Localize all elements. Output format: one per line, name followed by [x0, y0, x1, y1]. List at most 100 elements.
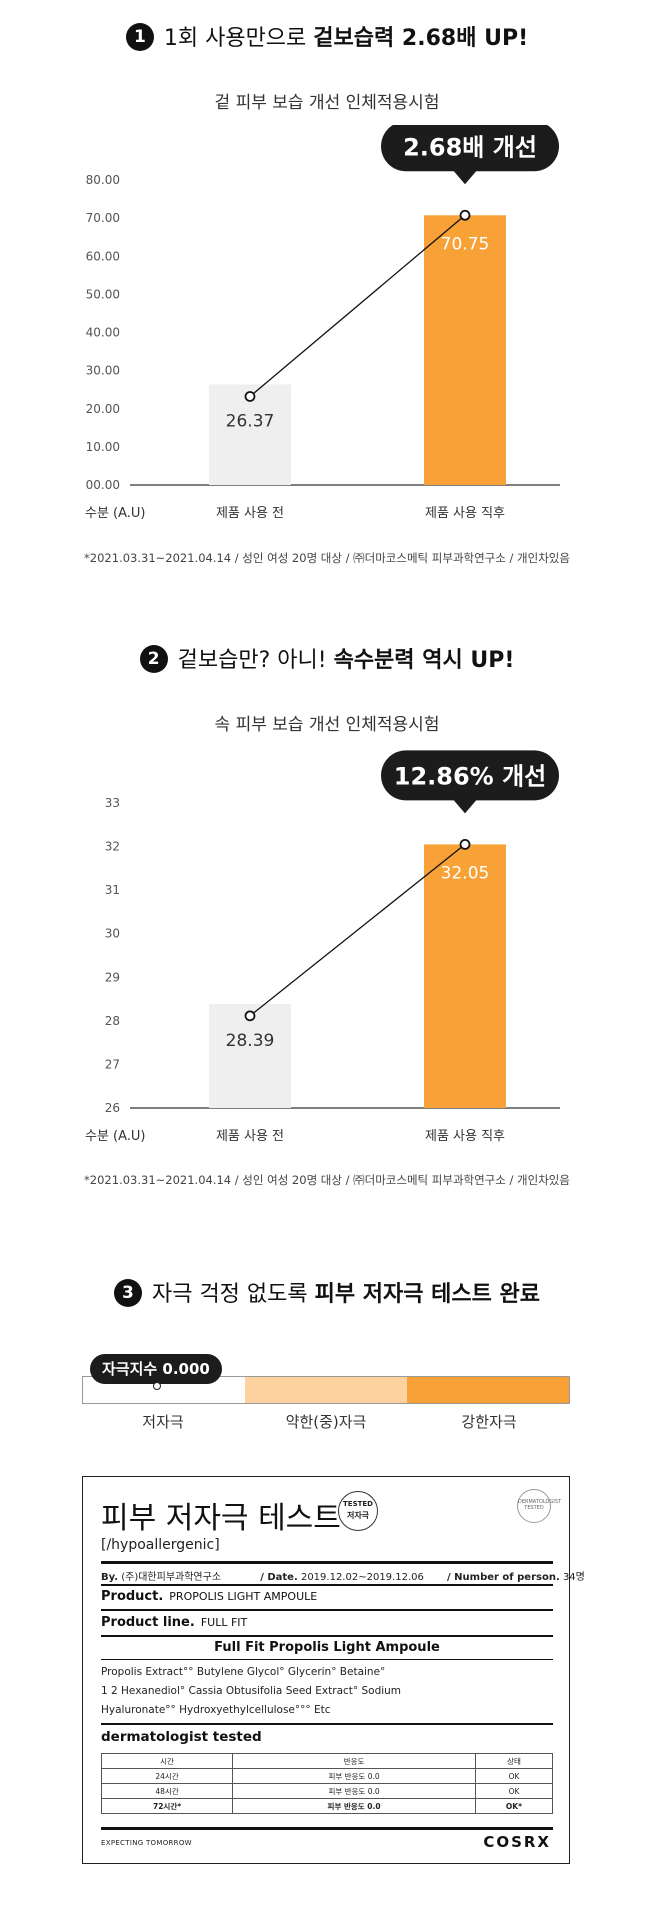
y-tick-label: 28: [105, 1014, 120, 1028]
y-tick-label: 33: [105, 796, 120, 810]
section3-heading: 3 자극 걱정 없도록 피부 저자극 테스트 완료: [0, 1276, 654, 1308]
cert-divider: [101, 1827, 553, 1830]
scale-label-mid: 약한(중)자극: [285, 1413, 367, 1431]
stamp-top-text: TESTED: [343, 1500, 373, 1508]
by-label: By.: [101, 1572, 119, 1583]
scale-segment-mid: [245, 1377, 407, 1403]
cert-divider: [101, 1609, 553, 1611]
chart-outer-moisture: 00.00 10.00 20.00 30.00 40.00 50.00 60.00 70.00…: [85, 125, 560, 521]
section1-title-bold: 겉보습력 2.68배 UP!: [313, 26, 529, 51]
callout-bubble: [381, 750, 559, 801]
section3-number: 3: [113, 1279, 142, 1307]
cert-footer-slogan: EXPECTING TOMORROW: [101, 1839, 192, 1847]
section1-title-plain: 1회 사용만으로: [163, 26, 314, 51]
table-cell: OK*: [474, 1798, 554, 1814]
section3-title-bold: 피부 저자극 테스트 완료: [314, 1282, 541, 1307]
trend-line: [249, 214, 466, 397]
cert-results-table: 시간 반응도 상태 24시간 피부 반응도 0.0 OK 48시간 피부 반응도…: [100, 1753, 554, 1814]
callout-pointer: [453, 799, 477, 814]
ingredient-line: Hyaluronate°° Hydroxyethylcellulose°°° E…: [101, 1704, 331, 1716]
y-tick-label: 30: [105, 927, 120, 941]
cert-divider: [101, 1635, 553, 1637]
product-line-label: Product line.: [101, 1615, 195, 1630]
date-value: 2019.12.02~2019.12.06: [300, 1572, 424, 1583]
cert-divider: [101, 1561, 553, 1564]
x-tick-label: 제품 사용 전: [216, 506, 284, 521]
section2-heading: 2 겉보습만? 아니! 속수분력 역시 UP!: [0, 642, 654, 674]
data-point: [459, 838, 471, 850]
table-cell: 피부 반응도 0.0: [232, 1783, 476, 1799]
cert-ingredients: Propolis Extract°° Butylene Glycol° Glyc…: [101, 1663, 553, 1720]
y-tick-label: 30.00: [86, 364, 120, 378]
section1-heading: 1 1회 사용만으로 겉보습력 2.68배 UP!: [0, 20, 654, 52]
bar-value-label: 26.37: [226, 411, 275, 431]
section1-subtitle: 겉 피부 보습 개선 인체적용시험: [214, 93, 440, 113]
y-tick-label: 00.00: [86, 478, 120, 492]
stamp-bottom-text: 저자극: [346, 1511, 370, 1520]
date-label: / Date.: [260, 1572, 298, 1583]
scale-segment-high: [407, 1377, 569, 1403]
table-row: 24시간 피부 반응도 0.0 OK: [100, 1768, 554, 1784]
callout-pointer: [453, 170, 477, 185]
cert-derm-tested: dermatologist tested: [101, 1729, 262, 1745]
tested-stamp-icon: TESTED 저자극: [338, 1491, 378, 1531]
irritation-scale: [82, 1376, 570, 1404]
section2-number: 2: [139, 645, 168, 673]
y-tick-label: 40.00: [86, 326, 120, 340]
irritation-score-marker: [153, 1382, 161, 1390]
table-header: 시간: [100, 1753, 234, 1769]
scale-label-low: 저자극: [142, 1413, 184, 1431]
section1-number: 1: [125, 23, 154, 51]
table-cell: 24시간: [100, 1768, 234, 1784]
x-tick-label: 제품 사용 직후: [425, 506, 505, 521]
bar: [424, 844, 506, 1108]
y-tick-label: 31: [105, 883, 120, 897]
ingredient-line: 1 2 Hexanediol° Cassia Obtusifolia Seed …: [101, 1685, 402, 1697]
table-cell: 피부 반응도 0.0: [232, 1798, 476, 1814]
cert-product-line: Product. PROPOLIS LIGHT AMPOULE: [101, 1589, 317, 1604]
trend-line: [249, 843, 466, 1017]
section1-footnote: *2021.03.31~2021.04.14 / 성인 여성 20명 대상 / …: [84, 551, 570, 565]
cert-product-full: Full Fit Propolis Light Ampoule: [214, 1640, 440, 1655]
cosrx-logo: COSRX: [483, 1833, 551, 1851]
table-row: 48시간 피부 반응도 0.0 OK: [100, 1783, 554, 1799]
y-tick-label: 29: [105, 970, 120, 984]
table-cell: OK: [474, 1768, 554, 1784]
y-tick-label: 20.00: [86, 402, 120, 416]
table-cell: 72시간*: [100, 1798, 234, 1814]
section2-footnote: *2021.03.31~2021.04.14 / 성인 여성 20명 대상 / …: [84, 1173, 570, 1187]
y-tick-label: 10.00: [86, 440, 120, 454]
data-point: [459, 209, 471, 221]
callout-text: 12.86% 개선: [394, 762, 546, 790]
section2-subtitle: 속 피부 보습 개선 인체적용시험: [214, 715, 440, 735]
scale-label-high: 강한자극: [461, 1413, 517, 1431]
y-axis-label: 수분 (A.U): [85, 506, 146, 521]
cert-productline-line: Product line. FULL FIT: [101, 1615, 247, 1630]
table-cell: 48시간: [100, 1783, 234, 1799]
section3-title-plain: 자극 걱정 없도록: [151, 1282, 315, 1307]
irritation-score-badge: 자극지수 0.000: [90, 1354, 222, 1384]
data-point: [244, 1010, 256, 1022]
y-tick-label: 60.00: [86, 249, 120, 263]
callout-bubble: [381, 125, 559, 172]
y-tick-label: 70.00: [86, 211, 120, 225]
bar-value-label: 70.75: [441, 234, 490, 254]
cert-title: 피부 저자극 테스트: [101, 1501, 341, 1536]
table-cell: 피부 반응도 0.0: [232, 1768, 476, 1784]
bar: [424, 215, 506, 485]
y-tick-label: 26: [105, 1101, 120, 1115]
y-tick-label: 80.00: [86, 173, 120, 187]
ingredient-line: Propolis Extract°° Butylene Glycol° Glyc…: [101, 1666, 386, 1678]
hypoallergenic-certificate: 피부 저자극 테스트 TESTED 저자극 DERMATOLOGIST TEST…: [82, 1476, 585, 1864]
product-label: Product.: [101, 1589, 164, 1604]
cert-divider: [101, 1723, 553, 1725]
section2-title-plain: 겉보습만? 아니!: [177, 648, 334, 673]
bar-value-label: 32.05: [441, 863, 490, 883]
callout-text: 2.68배 개선: [403, 133, 537, 161]
cert-hypo-label: [/hypoallergenic]: [101, 1537, 220, 1553]
x-tick-label: 제품 사용 전: [216, 1129, 284, 1144]
dermatologist-seal-icon: DERMATOLOGIST TESTED: [517, 1489, 561, 1523]
table-cell: OK: [474, 1783, 554, 1799]
number-value: 34명: [562, 1572, 585, 1583]
by-value: (주)대한피부과학연구소: [121, 1572, 222, 1583]
